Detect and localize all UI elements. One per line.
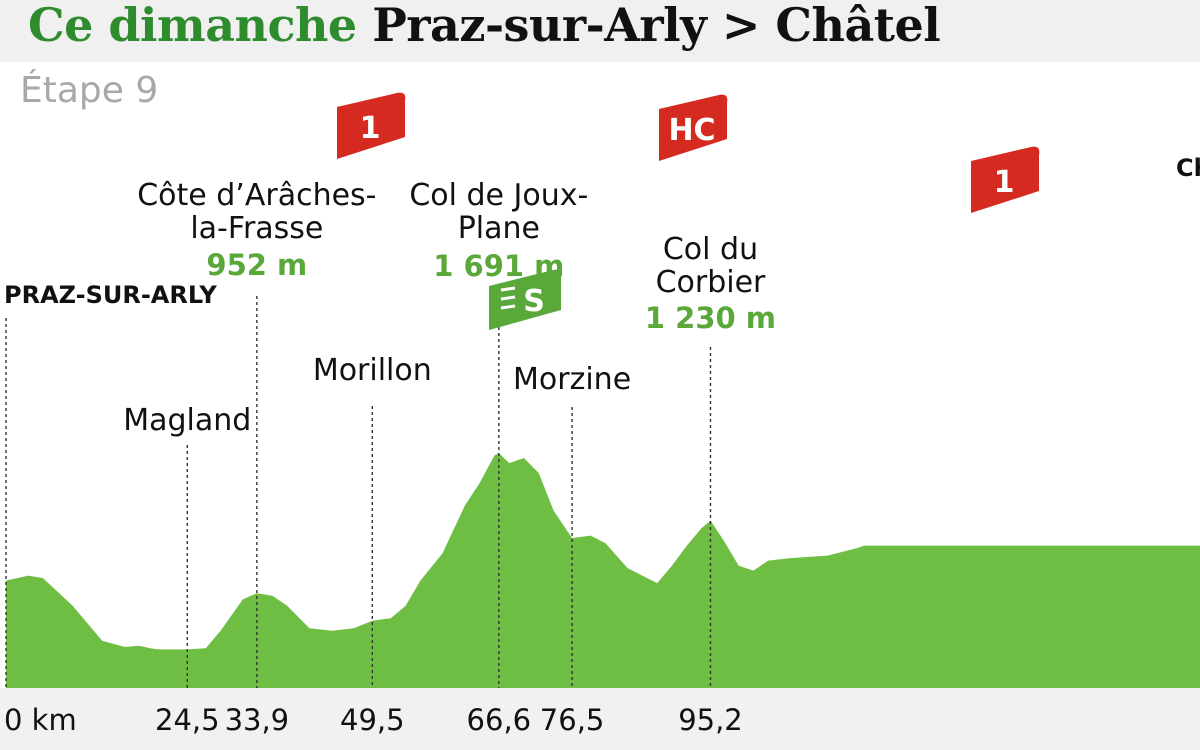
waypoint-5-km-label: 95,2: [678, 703, 743, 737]
waypoint-2-km-label: 49,5: [340, 703, 405, 737]
elevation-profile-area: [6, 453, 1200, 688]
waypoint-1-name-line1: Côte d’Arâches-: [137, 178, 376, 213]
waypoint-3-category-badge-text: HC: [668, 113, 715, 148]
waypoint-5-category-badge: 1: [971, 146, 1040, 213]
title-bar: Ce dimanche Praz-sur-Arly > Châtel: [0, 0, 1200, 62]
title-route: Praz-sur-Arly > Châtel: [372, 0, 941, 52]
waypoint-1-category-badge: 1: [337, 92, 406, 159]
waypoint-0-km-label: 24,5: [155, 703, 220, 737]
waypoint-2-sprint-badge-speed-line: [500, 286, 516, 292]
waypoint-2-name: Morillon: [313, 353, 432, 388]
km-axis-band: [0, 688, 1200, 750]
waypoint-2-sprint-badge-shape: [489, 269, 562, 330]
finish-town-label: Ch: [1176, 154, 1200, 182]
waypoint-2-sprint-badge-speed-line: [500, 304, 516, 310]
waypoint-5-name-line1: Col du: [663, 232, 758, 267]
start-town-label: PRAZ-SUR-ARLY: [4, 281, 217, 309]
waypoint-5-category-badge-text: 1: [994, 165, 1015, 200]
waypoint-0-name: Magland: [123, 403, 251, 438]
page-title: Ce dimanche Praz-sur-Arly > Châtel: [28, 0, 941, 52]
waypoint-3-altitude: 1 691 m: [433, 249, 564, 283]
title-day: Ce dimanche: [28, 0, 357, 52]
waypoint-5-altitude: 1 230 m: [645, 301, 776, 335]
waypoint-2-sprint-badge-text: S: [523, 284, 545, 319]
waypoint-2-sprint-badge-speed-line: [500, 295, 516, 301]
waypoint-1-name-line2: la-Frasse: [190, 211, 323, 246]
waypoint-1-category-badge-shape: [337, 92, 406, 159]
waypoint-1-altitude: 952 m: [206, 248, 307, 282]
waypoint-3-name-line2: Plane: [458, 211, 540, 246]
waypoint-5-name-line2: Corbier: [656, 265, 766, 300]
waypoint-3-name-line1: Col de Joux-: [409, 178, 588, 213]
stage-label: Étape 9: [20, 70, 159, 111]
waypoint-4-name: Morzine: [513, 362, 631, 397]
waypoint-5-category-badge-shape: [971, 146, 1040, 213]
waypoint-1-category-badge-text: 1: [360, 111, 381, 146]
waypoint-1-km-label: 33,9: [225, 703, 290, 737]
km-label-start: 0 km: [4, 703, 77, 737]
waypoint-3-category-badge-shape: [659, 94, 728, 161]
waypoint-4-km-label: 76,5: [540, 703, 605, 737]
waypoint-2-sprint-badge: S: [489, 269, 562, 330]
waypoint-3-km-label: 66,6: [467, 703, 532, 737]
waypoint-3-category-badge: HC: [659, 94, 728, 161]
